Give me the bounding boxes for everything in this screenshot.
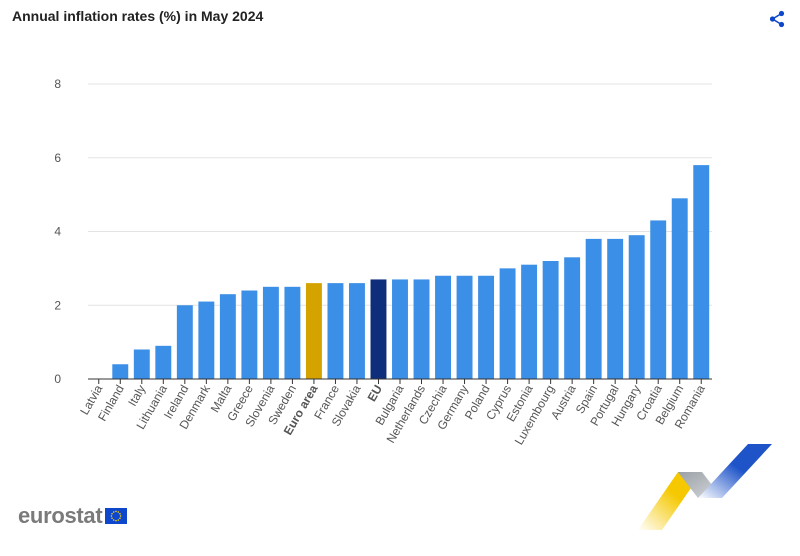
bar-poland[interactable] [478,275,495,379]
y-tick-label: 6 [54,151,61,165]
bar-italy[interactable] [133,349,150,380]
flag-star [117,519,120,521]
bar-chart: 02468LatviaFinlandItalyLithuaniaIrelandD… [54,77,712,447]
bar-greece[interactable] [241,290,258,380]
bar-austria[interactable] [564,257,581,379]
bar-eu[interactable] [370,279,387,379]
bar-cyprus[interactable] [499,268,516,379]
flag-star [117,511,120,513]
flag-star [113,511,115,513]
bar-hungary[interactable] [628,235,645,379]
decorative-arrow-graphic [638,444,772,530]
flag-star [111,517,114,520]
bar-croatia[interactable] [650,220,667,379]
bar-spain[interactable] [585,238,602,379]
chart-title: Annual inflation rates (%) in May 2024 [12,8,264,24]
bar-slovenia[interactable] [262,286,279,379]
bar-luxembourg[interactable] [542,261,559,379]
bar-romania[interactable] [693,165,710,379]
flag-star [119,517,122,520]
eurostat-logo: eurostat [18,503,128,529]
bar-euro-area[interactable] [305,283,322,379]
bar-lithuania[interactable] [155,345,172,379]
share-button[interactable] [768,10,786,28]
bar-finland[interactable] [112,364,129,379]
bar-malta[interactable] [219,294,236,379]
bar-slovakia[interactable] [349,283,365,379]
y-tick-label: 8 [54,77,61,91]
flag-star [111,515,113,517]
y-tick-label: 0 [54,372,61,386]
bar-belgium[interactable] [671,198,688,379]
bar-portugal[interactable] [607,238,624,379]
eu-flag-icon [105,508,128,524]
bar-denmark[interactable] [198,301,215,379]
flag-star [115,519,118,522]
y-tick-label: 4 [54,225,61,239]
brand-name: eurostat [18,503,103,528]
share-icon [769,10,785,28]
flag-star [111,512,114,515]
bar-bulgaria[interactable] [392,279,408,379]
bar-france[interactable] [327,283,344,379]
bar-sweden[interactable] [284,286,301,379]
bar-germany[interactable] [456,275,473,379]
bar-estonia[interactable] [521,264,538,379]
y-tick-label: 2 [54,298,61,312]
bar-netherlands[interactable] [413,279,430,379]
flag-star [119,512,122,515]
flag-star [115,510,118,513]
x-tick-label: EU [365,383,385,404]
flag-star [113,519,115,521]
bar-czechia[interactable] [435,275,451,379]
bar-ireland[interactable] [176,305,193,379]
flag-star [120,515,122,517]
